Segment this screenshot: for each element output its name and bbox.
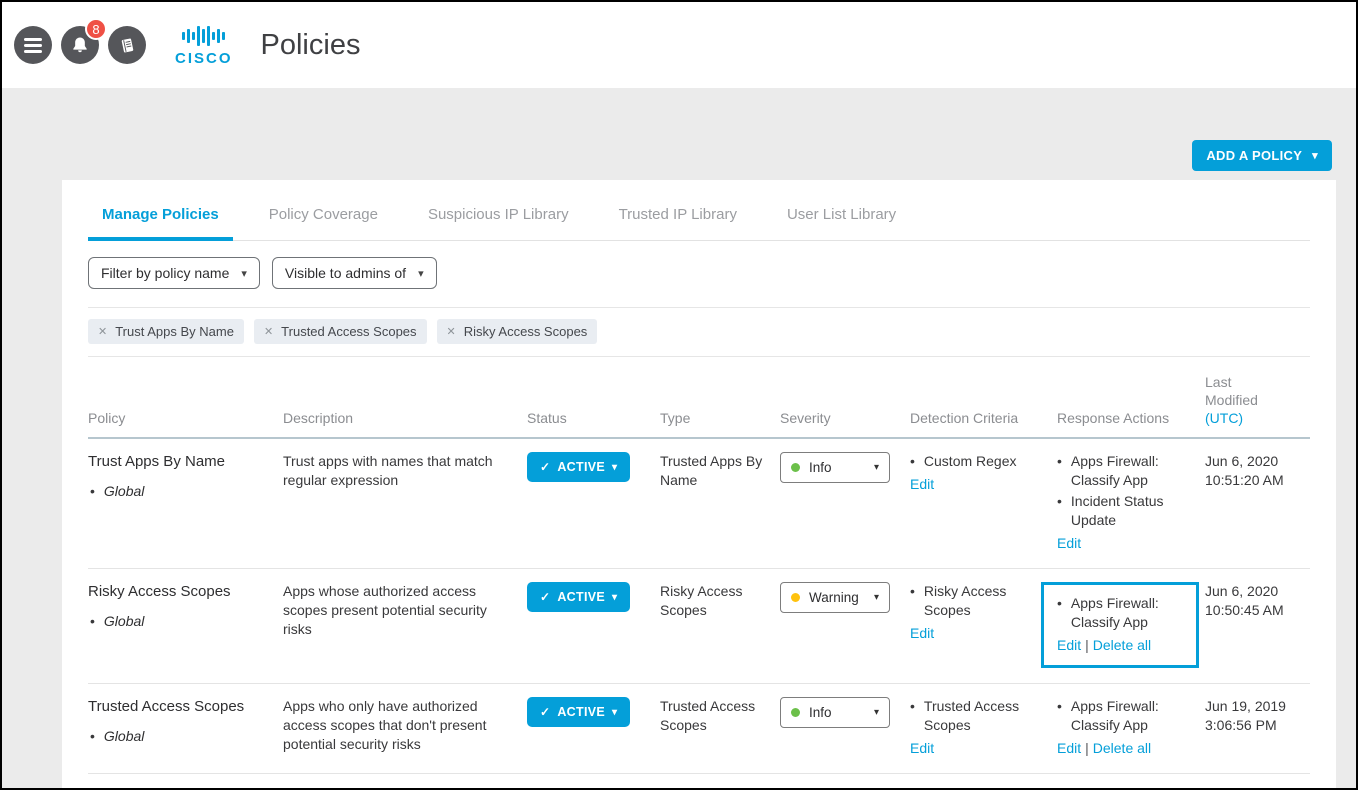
last-modified: Jun 19, 2019 3:06:56 PM [1205,698,1286,733]
close-icon[interactable]: ✕ [98,326,108,338]
chevron-down-icon: ▾ [612,461,618,473]
edit-response-link[interactable]: Edit [1057,535,1082,551]
policy-description: Apps who only have authorized access sco… [283,698,487,752]
response-action-item: • Incident Status Update [1057,493,1164,528]
policy-description: Trust apps with names that match regular… [283,453,493,488]
visible-to-admins-dropdown[interactable]: Visible to admins of ▾ [271,257,437,289]
response-actions-highlight-box: • Apps Firewall: Classify App Edit | Delete… [1041,582,1199,668]
check-icon: ✓ [540,460,551,474]
policy-scope: • Global [90,728,145,744]
check-icon: ✓ [540,590,551,604]
policies-card: Manage Policies Policy Coverage Suspicio… [62,180,1336,788]
status-dropdown-button[interactable]: ✓ ACTIVE ▾ [527,697,631,727]
status-dropdown-button[interactable]: ✓ ACTIVE ▾ [527,582,631,612]
table-row: Trust Apps By Name • Global Trust apps wi… [88,439,1310,569]
delete-all-link[interactable]: Delete all [1092,740,1152,756]
chip-trust-apps-by-name[interactable]: ✕ Trust Apps By Name [88,319,244,344]
edit-detection-link[interactable]: Edit [910,476,935,492]
notifications-button[interactable]: 8 [61,18,107,64]
policy-name: Trust Apps By Name [88,453,225,470]
last-modified: Jun 6, 2020 10:51:20 AM [1205,453,1284,488]
severity-dot [791,463,800,472]
policy-name: Risky Access Scopes [88,583,231,600]
status-dropdown-button[interactable]: ✓ ACTIVE ▾ [527,452,631,482]
col-detection-criteria: Detection Criteria [910,410,1019,426]
table-row: Trusted Access Scopes • Global Apps who o… [88,684,1310,774]
policy-scope: • Global [90,483,145,499]
response-action-item: • Apps Firewall: Classify App [1057,595,1159,630]
cisco-logo-bars [182,24,226,48]
main-content: ADD A POLICY ▾ Manage Policies Policy Co… [2,88,1356,788]
cisco-logo: CISCO [175,24,233,67]
col-policy: Policy [88,410,126,426]
policy-type: Trusted Access Scopes [660,698,756,733]
detection-criteria-item: • Custom Regex [910,453,1017,469]
response-action-item: • Apps Firewall: Classify App [1057,453,1159,488]
severity-dropdown[interactable]: Warning ▾ [780,582,890,613]
severity-dropdown[interactable]: Info ▾ [780,452,890,483]
policy-scope: • Global [90,613,145,629]
check-icon: ✓ [540,705,551,719]
col-response-actions: Response Actions [1057,410,1170,426]
results-count: Showing 1 - 3 of 3 Policies [88,774,1310,788]
notification-badge: 8 [85,18,107,40]
severity-dot [791,708,800,717]
policy-type: Trusted Apps By Name [660,453,763,488]
close-icon[interactable]: ✕ [263,326,274,338]
chevron-down-icon: ▾ [612,706,618,718]
cisco-logo-text: CISCO [175,49,233,67]
add-policy-button[interactable]: ADD A POLICY ▾ [1192,140,1332,171]
detection-criteria-item: • Risky Access Scopes [910,583,1007,618]
chip-risky-access-scopes[interactable]: ✕ Risky Access Scopes [436,319,598,344]
col-type: Type [660,410,691,426]
col-last-modified: Last Modified (UTC) [1205,374,1258,426]
edit-detection-link[interactable]: Edit [910,740,935,756]
tab-bar: Manage Policies Policy Coverage Suspicio… [88,180,1310,241]
severity-dropdown[interactable]: Info ▾ [780,697,890,728]
filter-chips-row: ✕ Trust Apps By Name ✕ Trusted Access Sc… [88,308,1310,357]
table-row: Risky Access Scopes • Global Apps whose a… [88,569,1310,684]
last-modified: Jun 6, 2020 10:50:45 AM [1205,583,1284,618]
chevron-down-icon: ▾ [873,462,879,473]
chevron-down-icon: ▾ [418,267,424,280]
chip-trusted-access-scopes[interactable]: ✕ Trusted Access Scopes [253,319,427,344]
chevron-down-icon: ▾ [241,267,247,280]
hamburger-icon [24,37,42,53]
col-severity: Severity [780,410,831,426]
tab-suspicious-ip-library[interactable]: Suspicious IP Library [427,206,569,223]
tab-trusted-ip-library[interactable]: Trusted IP Library [618,206,737,223]
col-status: Status [527,410,567,426]
close-icon[interactable]: ✕ [446,326,456,338]
policy-name: Trusted Access Scopes [88,698,245,715]
response-action-item: • Apps Firewall: Classify App [1057,698,1159,733]
bell-icon [73,37,87,53]
policy-description: Apps whose authorized access scopes pres… [283,583,487,637]
tab-policy-coverage[interactable]: Policy Coverage [268,206,378,223]
page-title: Policies [260,28,361,61]
table-header: Policy Description Status Type Severity … [88,357,1310,439]
detection-criteria-item: • Trusted Access Scopes [910,698,1020,733]
filter-by-policy-name-dropdown[interactable]: Filter by policy name ▾ [88,257,260,289]
chevron-down-icon: ▾ [873,707,879,718]
chevron-down-icon: ▾ [873,592,879,603]
edit-detection-link[interactable]: Edit [910,625,935,641]
tab-user-list-library[interactable]: User List Library [786,206,897,223]
filter-row: Filter by policy name ▾ Visible to admin… [88,241,1310,308]
utc-link[interactable]: (UTC) [1205,410,1244,426]
chevron-down-icon: ▾ [1312,150,1318,162]
col-description: Description [283,410,354,426]
delete-all-link[interactable]: Delete all [1092,637,1152,653]
library-button[interactable] [108,26,146,64]
severity-dot [791,593,800,602]
edit-response-link[interactable]: Edit [1057,637,1082,653]
app-header: 8 CISCO Policies [2,2,1356,88]
chevron-down-icon: ▾ [612,591,618,603]
tab-manage-policies[interactable]: Manage Policies [88,206,233,241]
policy-type: Risky Access Scopes [660,583,743,618]
book-icon [121,38,133,52]
edit-response-link[interactable]: Edit [1057,740,1082,756]
menu-button[interactable] [14,26,52,64]
